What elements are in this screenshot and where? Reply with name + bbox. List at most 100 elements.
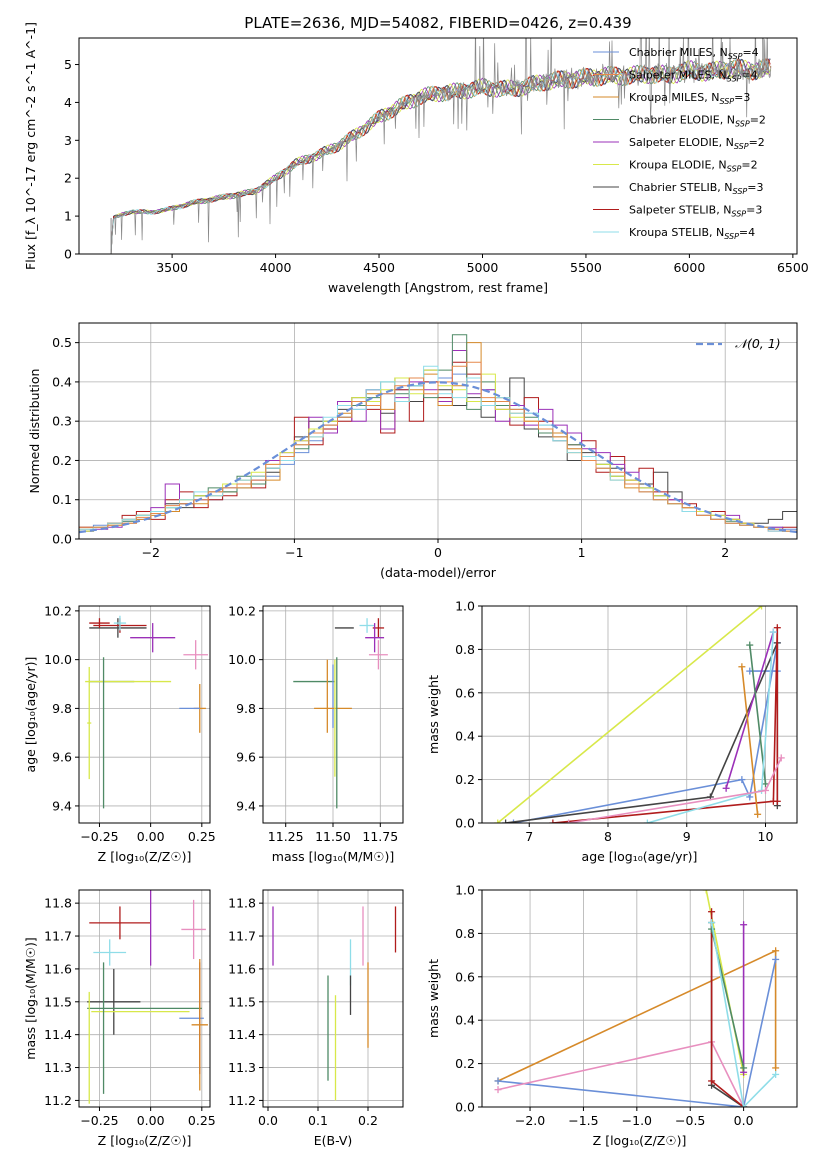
weight-marker	[549, 819, 557, 823]
weight-marker	[738, 663, 746, 671]
y-tick-label: 1	[64, 209, 72, 224]
x-axis-label: age [log₁₀(age/yr)]	[582, 849, 698, 864]
y-tick-label: 11.3	[44, 1060, 72, 1075]
x-tick-label: 0.2	[358, 1113, 378, 1128]
x-tick-label: −2.0	[515, 1113, 545, 1128]
x-axis-label: Z [log₁₀(Z/Z☉)]	[98, 849, 192, 864]
y-tick-label: 0.2	[455, 1056, 475, 1071]
y-tick-label: 11.6	[228, 961, 256, 976]
errorbar	[130, 623, 176, 653]
y-tick-label: 0.8	[455, 926, 475, 941]
x-tick-label: 6500	[777, 260, 809, 275]
panel-mass-weight-vs-z: −2.0 −1.5 −1.0 −0.5 0.0 0.0 0.2 0.4 0.6 0.8 1.0 Z […	[426, 883, 798, 1148]
x-tick-label: 0	[434, 545, 442, 560]
weight-line	[741, 666, 759, 815]
legend-label: Kroupa MILES, NSSP=3	[629, 91, 750, 106]
x-tick-label: −0.25	[80, 1113, 118, 1128]
axes-frame	[78, 605, 211, 824]
x-tick-label: 1	[578, 545, 586, 560]
weight-marker	[702, 890, 710, 894]
x-tick-label: 3500	[156, 260, 188, 275]
y-tick-label: 11.7	[44, 929, 72, 944]
weight-marker	[708, 1077, 716, 1085]
y-tick-label: 0.0	[52, 532, 72, 547]
weight-marker	[769, 628, 777, 636]
panel-age-vs-mass: 11.25 11.50 11.75 9.4 9.6 9.8 10.0 10.2 mass [lo…	[228, 603, 404, 864]
model-line	[110, 58, 771, 254]
weight-line	[497, 1040, 745, 1107]
y-tick-label: 0.2	[52, 453, 72, 468]
x-tick-label: −0.25	[80, 829, 118, 844]
errorbar	[113, 615, 127, 631]
x-tick-label: −0.5	[675, 1113, 705, 1128]
y-tick-label: 9.6	[236, 750, 256, 765]
y-tick-label: 11.2	[44, 1093, 72, 1108]
weight-marker	[510, 819, 517, 823]
x-tick-label: 7	[525, 829, 533, 844]
y-tick-label: 3	[64, 133, 72, 148]
x-tick-label: 9	[683, 829, 691, 844]
y-tick-label: 10.0	[44, 652, 72, 667]
errorbar	[365, 623, 385, 653]
y-axis-label: age [log₁₀(age/yr)]	[23, 657, 38, 773]
panel-spectrum: 3500 4000 4500 5000 5500 6000 6500 0 1 2 3 4 5 wavele…	[23, 22, 809, 295]
weight-marker	[772, 1064, 780, 1072]
y-tick-label: 0.2	[455, 772, 475, 787]
weight-marker	[722, 784, 730, 792]
weight-marker	[758, 606, 766, 610]
panel-mass-weight-vs-age: 7 8 9 10 0.0 0.2 0.4 0.6 0.8 1.0 age [log₁₀(age/yr…	[426, 599, 798, 864]
y-tick-label: 9.4	[236, 798, 256, 813]
panel-residual-histogram: −2 −1 0 1 2 0.0 0.1 0.2 0.3 0.4 0.5 (data-model)/er…	[27, 322, 798, 580]
x-tick-label: 0.1	[308, 1113, 328, 1128]
y-tick-label: 11.3	[228, 1060, 256, 1075]
x-axis-label: wavelength [Angstrom, rest frame]	[328, 280, 548, 295]
x-tick-label: 11.25	[268, 829, 304, 844]
weight-marker	[740, 921, 748, 929]
y-tick-label: 9.4	[52, 798, 72, 813]
weight-line	[552, 627, 779, 823]
errorbar	[87, 968, 141, 1035]
plot-area	[110, 38, 772, 254]
y-tick-label: 2	[64, 171, 72, 186]
y-tick-label: 11.7	[228, 929, 256, 944]
errorbar	[191, 959, 208, 1091]
weight-marker	[738, 776, 746, 784]
weight-marker	[708, 919, 716, 927]
y-tick-label: 9.8	[236, 701, 256, 716]
weight-line	[513, 642, 779, 823]
y-tick-label: 11.4	[228, 1027, 256, 1042]
axes-frame	[262, 889, 404, 1108]
weight-marker	[740, 1064, 748, 1072]
y-tick-label: 0.8	[455, 642, 475, 657]
weight-marker	[494, 819, 502, 823]
model-line	[110, 58, 771, 254]
weight-marker	[762, 786, 769, 794]
plot-area	[293, 618, 388, 809]
y-tick-label: 5	[64, 57, 72, 72]
x-axis-label: Z [log₁₀(Z/Z☉)]	[98, 1133, 192, 1148]
weight-marker	[740, 1103, 748, 1107]
weight-line	[749, 645, 767, 784]
x-tick-label: 0.0	[258, 1113, 278, 1128]
weight-marker	[494, 1077, 502, 1085]
y-tick-label: 10.0	[228, 652, 256, 667]
panel-mass-vs-z: −0.25 0.00 0.25 11.2 11.3 11.4 11.5 11.6 11.7 11.…	[23, 889, 216, 1148]
y-tick-label: 0.0	[455, 816, 475, 831]
y-tick-label: 11.8	[228, 896, 256, 911]
y-tick-label: 11.8	[44, 896, 72, 911]
y-tick-label: 9.6	[52, 750, 72, 765]
errorbar	[368, 640, 388, 670]
y-tick-label: 0.4	[455, 1013, 475, 1028]
weight-marker	[777, 754, 785, 762]
x-tick-label: 4000	[260, 260, 292, 275]
x-tick-label: −1.0	[622, 1113, 652, 1128]
y-tick-label: 4	[64, 95, 72, 110]
x-tick-label: 4500	[363, 260, 395, 275]
y-tick-label: 10.2	[44, 603, 72, 618]
x-tick-label: 2	[721, 545, 729, 560]
y-tick-label: 0.5	[52, 335, 72, 350]
y-tick-label: 9.8	[52, 701, 72, 716]
axes-frame	[262, 605, 404, 824]
axes-frame	[78, 322, 798, 540]
